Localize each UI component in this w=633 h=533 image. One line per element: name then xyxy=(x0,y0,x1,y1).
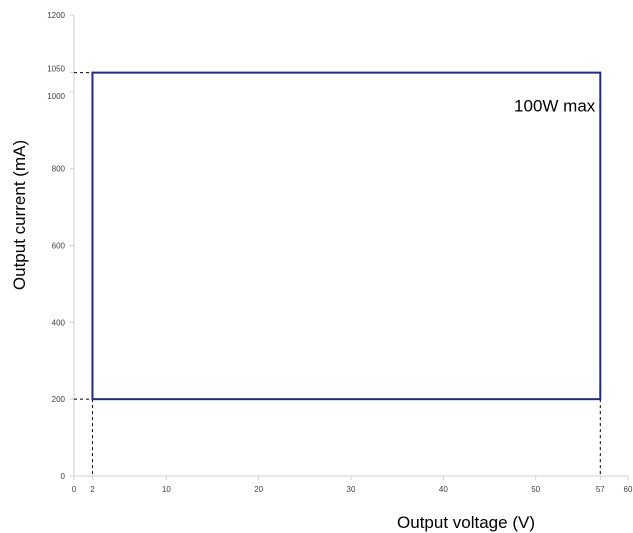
x-tick-label: 40 xyxy=(439,485,448,494)
x-tick-label: 60 xyxy=(624,485,633,494)
x-tick-label: 20 xyxy=(254,485,263,494)
x-tick-label: 50 xyxy=(531,485,540,494)
x-tick-label: 0 xyxy=(72,485,77,494)
x-tick-label: 10 xyxy=(162,485,171,494)
y-tick-label: 1050 xyxy=(47,65,65,74)
guide-lines xyxy=(74,72,601,476)
axes xyxy=(70,14,629,480)
y-tick-label: 200 xyxy=(52,395,66,404)
y-tick-label: 1000 xyxy=(47,92,65,101)
y-tick-label: 1200 xyxy=(47,11,65,20)
y-tick-label: 400 xyxy=(52,318,66,327)
x-tick-label: 30 xyxy=(347,485,356,494)
tick-labels: 0 2 10 20 30 40 50 57 60020040060080010001050120… xyxy=(47,11,633,494)
x-axis-title: Output voltage (V) xyxy=(397,513,535,532)
x-tick-label: 2 xyxy=(90,485,95,494)
operating-area-rect xyxy=(91,71,602,401)
y-axis-title: Output current (mA) xyxy=(10,140,29,290)
y-tick-label: 800 xyxy=(52,165,66,174)
y-tick-label: 600 xyxy=(52,242,66,251)
annotation-max-power: 100W max xyxy=(514,97,596,116)
y-tick-label: 0 xyxy=(61,472,66,481)
series xyxy=(91,71,602,401)
x-tick-label: 57 xyxy=(596,485,605,494)
